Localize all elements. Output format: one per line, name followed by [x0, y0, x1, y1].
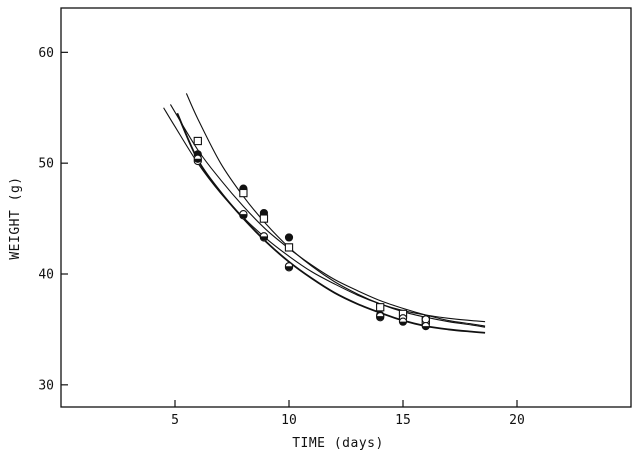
fitted-curves [163, 93, 486, 334]
series-4-point [193, 154, 202, 163]
series-2-curve [185, 93, 486, 328]
marker-half-fill [399, 321, 407, 326]
series-1-point [284, 233, 294, 242]
x-tick-label: 10 [281, 413, 297, 428]
plot-frame [60, 7, 632, 408]
data-markers [193, 136, 430, 331]
series-2-point [376, 303, 385, 312]
x-tick-label: 20 [509, 413, 525, 428]
marker-half-fill [285, 266, 293, 270]
y-tick-label: 40 [38, 268, 54, 283]
series-2-point [193, 136, 202, 146]
y-axis-title: WEIGHT (g) [8, 176, 23, 259]
series-4-point [284, 262, 294, 271]
marker-half-fill [194, 158, 202, 163]
series-4-point [239, 209, 248, 219]
marker-half-fill [239, 214, 247, 218]
series-2-point [284, 243, 294, 252]
series-2-point [259, 214, 269, 223]
series-4-point [259, 232, 269, 241]
x-tick-label: 15 [395, 413, 411, 428]
y-tick-label: 30 [38, 378, 54, 393]
series-2-point [239, 188, 248, 198]
series-4-point [421, 321, 430, 331]
series-3-curve [163, 107, 486, 323]
series-4-point [398, 317, 408, 326]
y-axis: 30 40 50 60 [38, 46, 68, 393]
y-tick-label: 50 [38, 157, 54, 172]
series-4-point [376, 311, 385, 321]
marker-half-fill [260, 236, 268, 240]
series-1-curve [169, 104, 486, 327]
series-4-curve [176, 112, 486, 334]
marker-half-fill [376, 316, 384, 320]
x-axis-title: TIME (days) [292, 436, 384, 451]
marker-half-fill [422, 326, 430, 330]
x-tick-label: 5 [171, 413, 179, 428]
x-axis: 5 10 15 20 [171, 400, 525, 428]
y-tick-label: 60 [38, 46, 54, 61]
